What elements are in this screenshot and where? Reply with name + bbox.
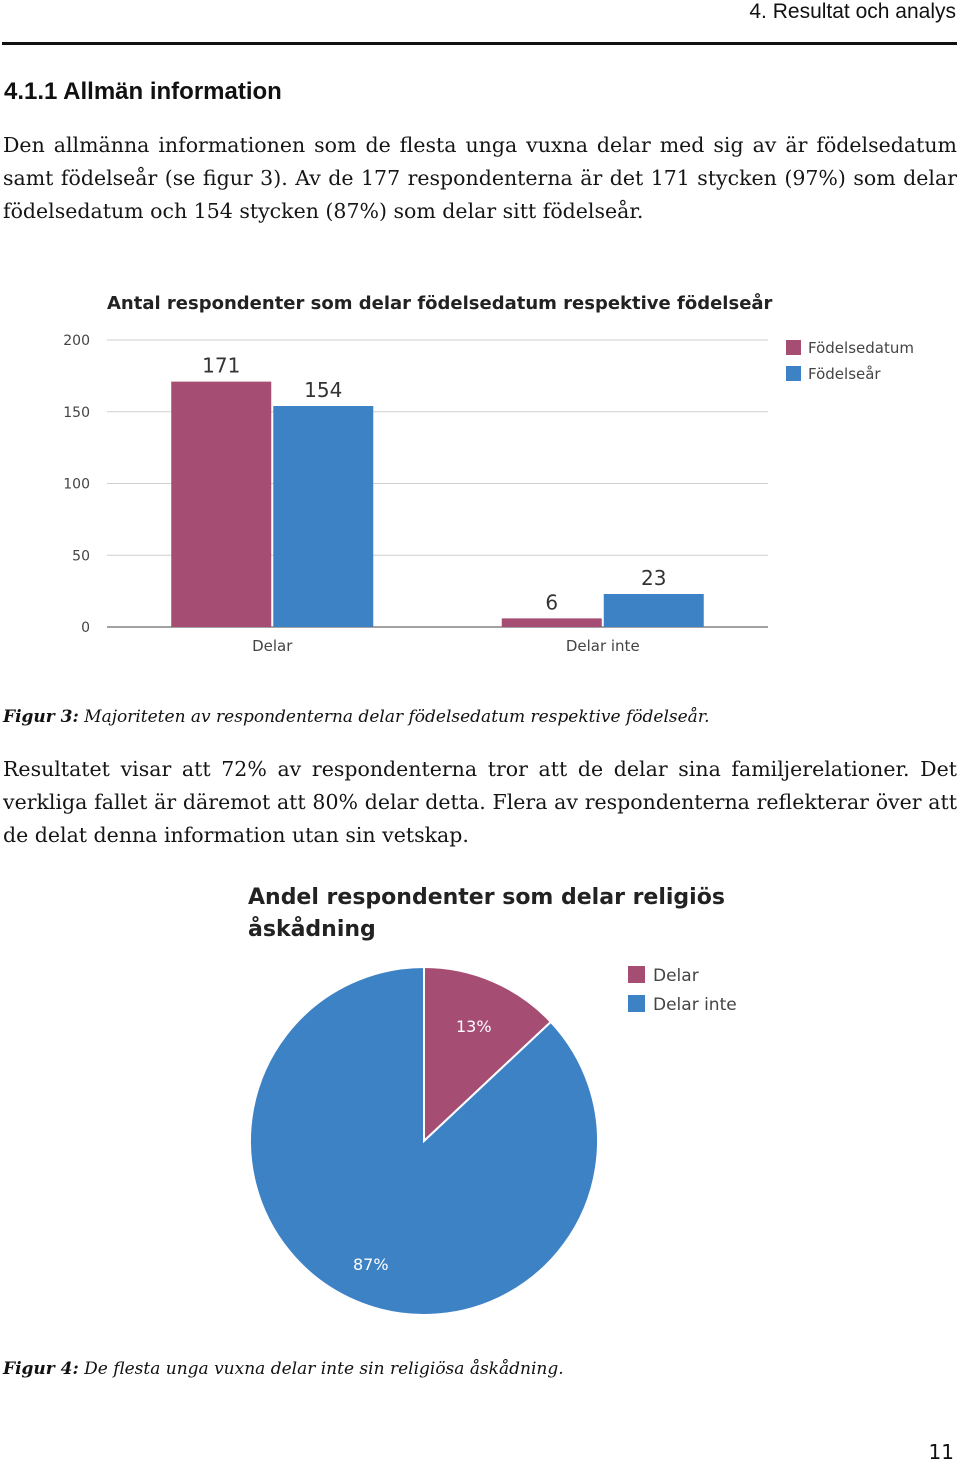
bar-chart-bar — [171, 381, 272, 627]
pie-chart-legend-label: Delar — [653, 966, 699, 986]
bar-chart-data-label: 171 — [202, 354, 240, 378]
pie-chart-legend-swatch — [628, 966, 645, 983]
bar-chart-bar — [273, 406, 374, 627]
bar-chart-category-label: Delar — [252, 637, 293, 655]
bar-chart-y-tick-label: 0 — [81, 620, 90, 636]
pie-chart-title: Andel respondenter som delar religiös — [248, 885, 725, 910]
figure-3-label: Figur 3: — [3, 707, 79, 727]
figure-3-caption: Figur 3: Majoriteten av respondenterna d… — [3, 707, 709, 727]
pie-chart-slice — [423, 965, 553, 1144]
bar-chart-y-tick-label: 100 — [63, 477, 90, 493]
bar-chart-y-tick-label: 50 — [72, 548, 90, 564]
figure-4-label: Figur 4: — [3, 1359, 79, 1379]
bar-chart-category-label: Delar inte — [566, 637, 640, 655]
bar-chart-bar — [603, 593, 704, 627]
header-rule — [2, 42, 957, 45]
figure-4-text: De flesta unga vuxna delar inte sin reli… — [78, 1359, 564, 1379]
pie-chart-legend-label: Delar inte — [653, 995, 737, 1015]
pie-chart: Andel respondenter som delar religiös åsk… — [248, 885, 737, 1316]
pie-chart-legend-swatch — [628, 995, 645, 1012]
bar-chart-legend-label: Födelsedatum — [808, 339, 914, 357]
bar-chart-data-label: 6 — [545, 590, 558, 614]
bar-chart-legend-swatch — [786, 340, 801, 355]
pie-chart-slice-label: 13% — [456, 1017, 492, 1036]
page-number: 11 — [928, 1440, 954, 1464]
bar-chart-data-label: 23 — [641, 566, 666, 590]
bar-chart-title: Antal respondenter som delar födelsedatu… — [107, 292, 773, 314]
pie-chart-title: åskådning — [248, 916, 376, 942]
bar-chart-data-label: 154 — [304, 378, 342, 402]
pie-chart-slice — [249, 965, 599, 1316]
bar-chart-y-tick-label: 150 — [63, 405, 90, 421]
bar-chart-bar — [501, 618, 602, 627]
figure-4-caption: Figur 4: De flesta unga vuxna delar inte… — [3, 1359, 564, 1379]
paragraph-2: Resultatet visar att 72% av respondenter… — [3, 757, 957, 847]
running-header: 4. Resultat och analys — [749, 0, 956, 23]
bar-chart-legend-swatch — [786, 366, 801, 381]
section-heading: 4.1.1 Allmän information — [4, 78, 282, 105]
bar-chart-legend-label: Födelseår — [808, 365, 881, 383]
bar-chart: Antal respondenter som delar födelsedatu… — [63, 292, 914, 655]
bar-chart-y-tick-label: 200 — [63, 333, 90, 349]
figure-3-text: Majoriteten av respondenterna delar föde… — [78, 707, 710, 727]
pie-chart-slice-label: 87% — [353, 1255, 389, 1274]
paragraph-1: Den allmänna informationen som de flesta… — [3, 133, 957, 223]
